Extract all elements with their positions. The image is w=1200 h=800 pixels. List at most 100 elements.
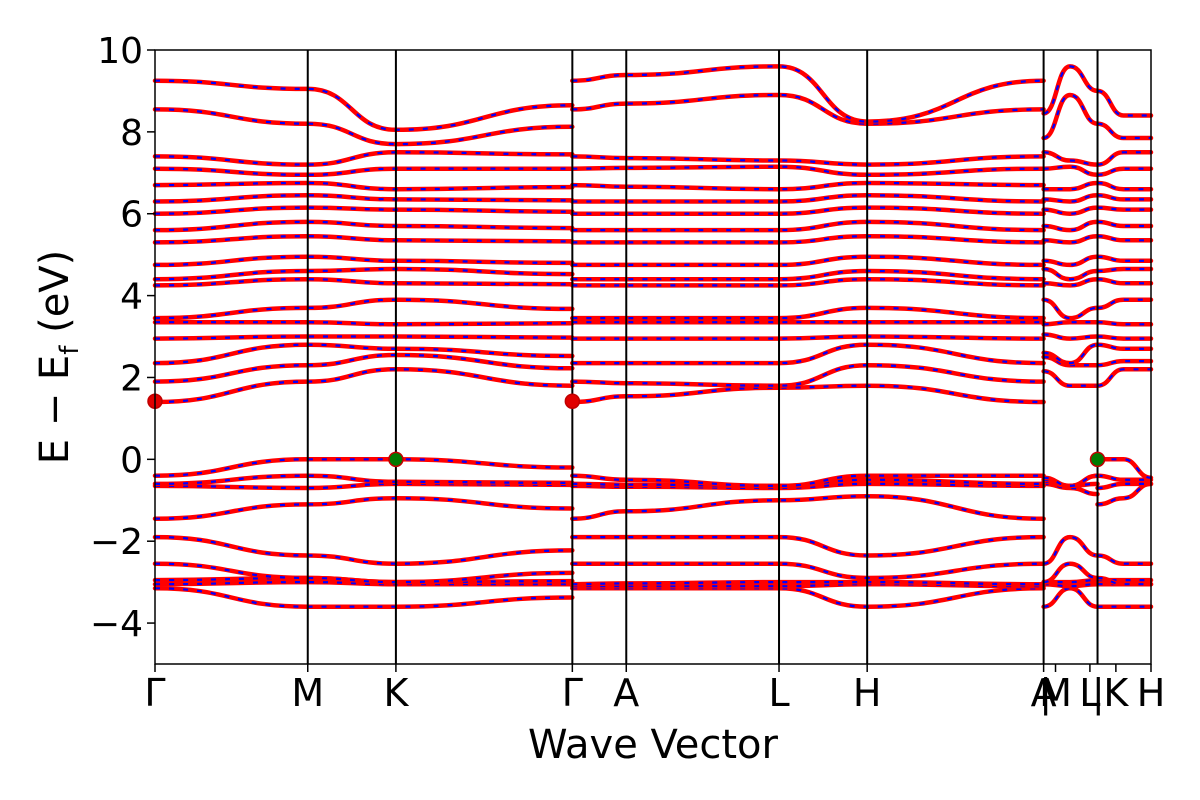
band-line-dashed [155,321,573,326]
band-line [570,342,1046,366]
band-line-dashed [572,474,1044,488]
band-line [152,78,575,133]
band-line-dashed [154,255,573,266]
band-line-dashed [1043,587,1098,608]
band-line [152,457,575,478]
band-line-dashed [1097,298,1151,309]
x-tick-label: H [853,671,882,715]
bands-layer [152,64,1154,609]
band-line [1095,553,1154,566]
y-axis-title-unit: (eV) [32,250,78,346]
band-line-dashed [572,181,1044,191]
vbm-marker [388,451,404,468]
band-line-dashed [1097,278,1151,285]
band-line [152,297,575,321]
band-line-dashed [154,562,573,584]
band-line-dashed [1043,65,1098,115]
band-line [570,383,1046,405]
band-line [570,305,1046,321]
band-line-dashed [154,368,573,404]
band-line-dashed [1097,220,1151,228]
y-tick-label: 0 [120,440,143,481]
band-line-dashed [1043,333,1098,340]
x-tick-label: L [768,671,789,715]
band-line [152,266,575,282]
band-line-dashed [1043,579,1098,584]
band-line [1041,534,1100,566]
band-line-dashed [1097,267,1151,273]
band-line-dashed [572,165,1044,176]
band-line-dashed [572,580,1044,586]
band-line-dashed [572,335,1044,340]
band-line [152,233,575,245]
band-line [570,561,1046,581]
band-line [1041,266,1100,282]
band-line [1095,481,1154,507]
band-line-dashed [154,181,573,191]
x-tick-label: M [291,671,324,715]
band-line-dashed [1043,482,1098,496]
band-line-dashed [1097,360,1151,367]
x-tick-label: K [383,671,409,715]
band-line [1095,297,1154,311]
band-line-dashed [154,220,573,232]
band-line [570,219,1046,233]
x-axis-title: Wave Vector [528,722,779,768]
band-line-dashed [572,65,1044,123]
band-line-dashed [154,267,573,281]
x-tick-label: M [1039,671,1072,715]
y-axis-ticks: −4 −2 0 2 4 6 8 10 [90,31,155,645]
band-line-dashed [154,474,573,485]
band-line-dashed [1097,122,1151,140]
band-line [570,586,1046,609]
band-line-dashed [154,580,573,586]
band-line-dashed [572,278,1044,287]
band-line-dashed [572,206,1044,215]
y-tick-label: 6 [120,195,143,236]
band-line-dashed [1097,167,1151,176]
band-line-dashed [154,79,573,131]
vbm-marker [1089,451,1106,468]
y-tick-label: 4 [120,277,143,318]
band-line-dashed [154,536,573,565]
band-line [1041,254,1100,268]
band-line [152,193,575,204]
band-line-dashed [154,206,573,215]
band-line [152,495,575,521]
band-line [152,473,575,487]
band-line-dashed [154,298,573,320]
band-line [1041,205,1100,216]
band-line-dashed [1043,255,1098,267]
x-axis-ticks: Γ M K Γ A L H A|M L|K H [144,664,1165,716]
band-line-dashed [154,278,573,287]
band-line-dashed [1097,335,1151,340]
band-line-dashed [1097,482,1151,490]
band-line-dashed [572,155,1044,166]
x-tick-label: H [1137,671,1166,715]
band-line-dashed [1043,235,1098,244]
band-line [152,254,575,268]
band-line-dashed [1043,220,1098,232]
band-line-dashed [1097,235,1151,242]
x-tick-label: | [1092,671,1105,716]
y-axis-title-subscript: f [55,345,85,355]
x-tick-label: L [1079,671,1100,715]
band-line [1095,150,1154,167]
band-line [152,534,575,566]
band-line [1095,457,1154,481]
band-line-dashed [572,255,1044,266]
band-line-dashed [572,93,1044,125]
band-line [1041,150,1100,167]
y-axis-title: E − Ef (eV) [32,250,85,465]
band-line-dashed [1043,583,1098,588]
band-line-dashed [1097,89,1151,117]
x-tick-label: A [613,671,639,715]
band-line-dashed [1097,343,1151,350]
band-line-dashed [572,194,1044,203]
band-line-dashed [1097,576,1151,586]
band-line-dashed [154,343,573,365]
band-line-dashed [1097,321,1151,326]
band-line-dashed [154,497,573,520]
band-line-dashed [572,269,1044,281]
band-line-dashed [1043,165,1098,176]
